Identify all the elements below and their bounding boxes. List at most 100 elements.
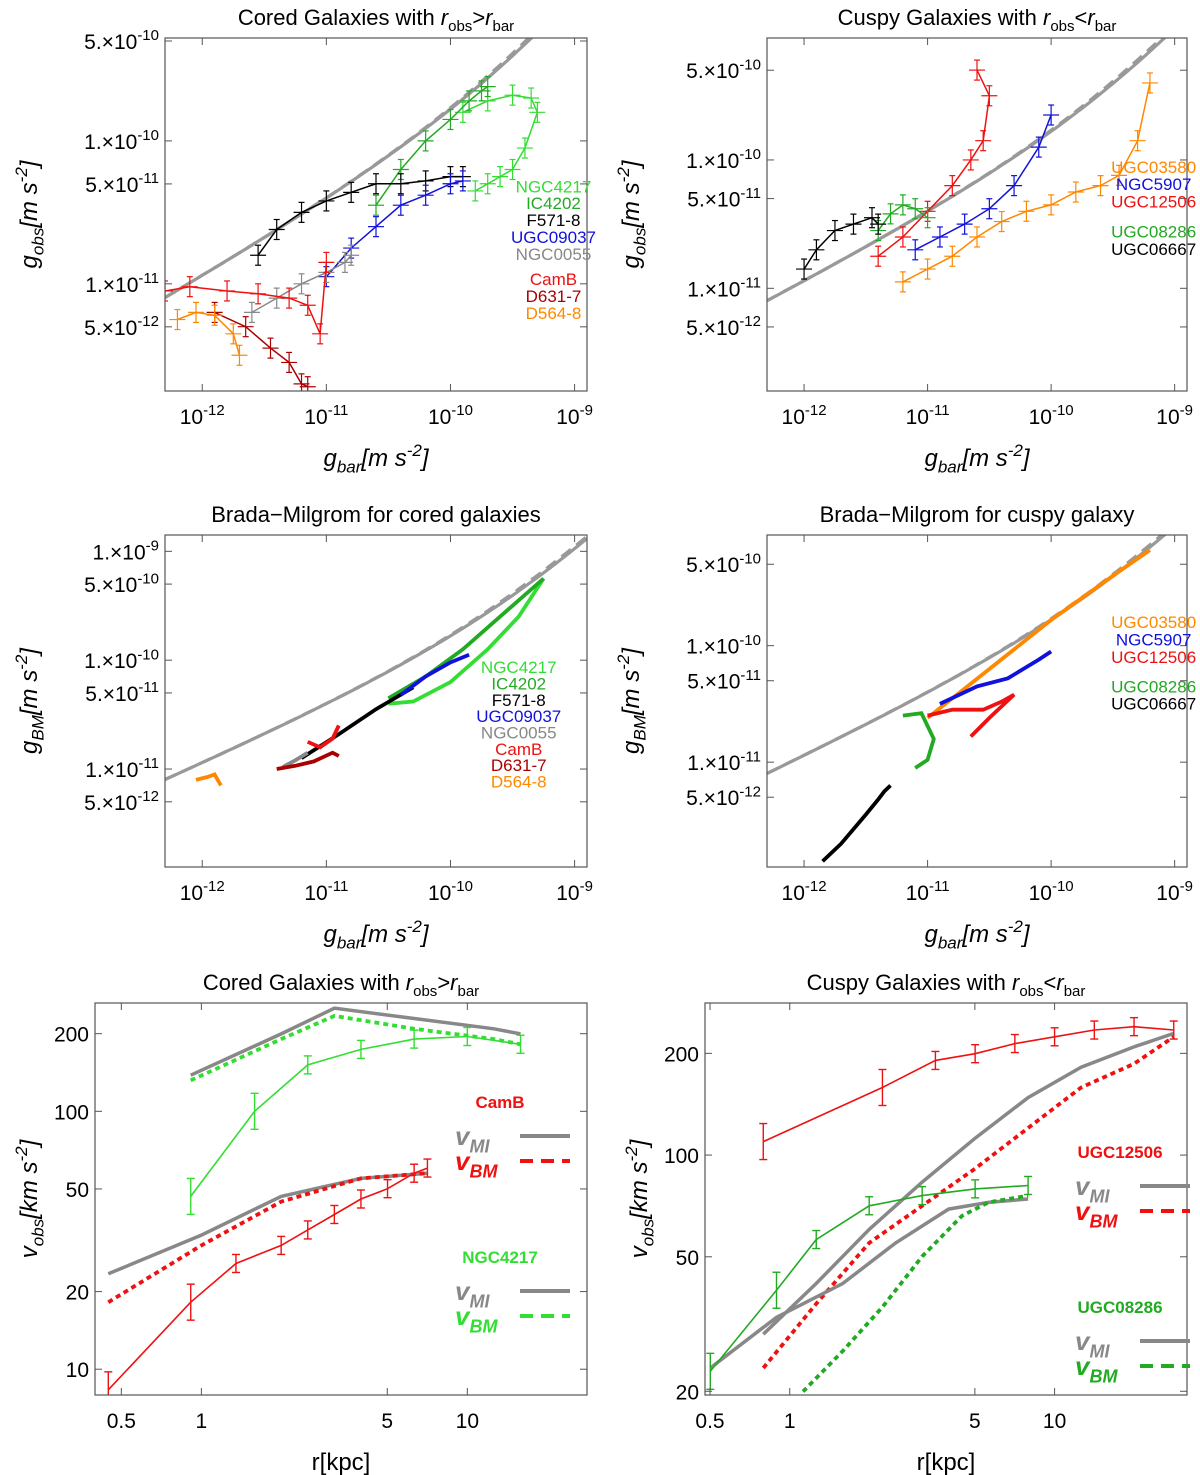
x-tick-label: 10-11 bbox=[906, 402, 950, 429]
series-ugc09037 bbox=[399, 652, 470, 697]
y-tick-label: 5.×10-10 bbox=[84, 570, 159, 597]
panel-b: 10-12 10-11 10-10 10-9 5.×10-10 1.×10-10 5.×10… bbox=[614, 5, 1196, 477]
y-axis-label: vobs[km s-2] bbox=[12, 1138, 48, 1258]
panel-c: 10-12 10-11 10-10 10-9 1.×10-9 5.×10-10 1.×10-… bbox=[12, 502, 593, 953]
theory-curve-dashed bbox=[165, 535, 587, 781]
legend-label-camb: CamB bbox=[495, 740, 542, 759]
chart-title: Brada−Milgrom for cored galaxies bbox=[211, 502, 541, 527]
plot-frame bbox=[164, 37, 588, 392]
v-mi-curve bbox=[762, 1031, 1175, 1336]
x-tick-label: 10-9 bbox=[556, 878, 593, 905]
series-ugc08286 bbox=[902, 711, 936, 770]
plot-frame bbox=[766, 534, 1188, 868]
y-tick-label: 200 bbox=[54, 1024, 89, 1047]
series-line bbox=[399, 652, 470, 697]
y-tick-label: 1.×10-11 bbox=[687, 274, 761, 301]
legend-label-f571-8: F571-8 bbox=[492, 691, 546, 710]
legend-label-ugc06667: UGC06667 bbox=[1111, 240, 1196, 259]
series-ngc5907 bbox=[907, 104, 1060, 261]
x-tick-label: 10 bbox=[456, 1410, 479, 1433]
y-tick-label: 5.×10-11 bbox=[687, 185, 761, 212]
legend-mi-label: vMI bbox=[1075, 1171, 1110, 1206]
legend-label-ugc08286: UGC08286 bbox=[1111, 223, 1196, 242]
series-line bbox=[195, 772, 223, 787]
x-axis-label: gbar[m s-2] bbox=[924, 441, 1030, 477]
plot-frame bbox=[704, 1002, 1188, 1396]
panel-d: 10-12 10-11 10-10 10-9 5.×10-10 1.×10-10 5.×10… bbox=[614, 502, 1196, 953]
y-tick-label: 20 bbox=[676, 1381, 699, 1404]
x-tick-label: 10-11 bbox=[304, 878, 348, 905]
v-bm-curve bbox=[801, 1193, 1029, 1393]
legend-label-f571-8: F571-8 bbox=[527, 211, 581, 230]
series-ugc03580 bbox=[894, 72, 1158, 293]
v-mi-curve bbox=[107, 1171, 428, 1276]
v-mi-curve bbox=[709, 1197, 1029, 1370]
series-line bbox=[902, 82, 1151, 283]
plot-frame bbox=[94, 1002, 588, 1396]
series-ngc5907 bbox=[939, 649, 1053, 706]
legend-title: CamB bbox=[475, 1093, 524, 1112]
x-tick-label: 5 bbox=[381, 1410, 393, 1433]
series-line bbox=[821, 784, 892, 863]
y-tick-label: 5.×10-12 bbox=[686, 783, 761, 810]
series-line bbox=[282, 751, 309, 769]
plot-area bbox=[165, 38, 546, 391]
y-tick-label: 5.×10-12 bbox=[84, 788, 159, 815]
x-tick-label: 5 bbox=[969, 1410, 981, 1433]
series-line bbox=[877, 69, 991, 257]
series-line bbox=[375, 85, 489, 206]
x-tick-label: 10-12 bbox=[782, 878, 827, 905]
legend-label-ugc12506: UGC12506 bbox=[1111, 192, 1196, 211]
series-line bbox=[251, 254, 352, 314]
v-bm-curve bbox=[107, 1171, 428, 1304]
y-tick-label: 1.×10-11 bbox=[687, 748, 761, 775]
y-tick-label: 5.×10-11 bbox=[85, 170, 159, 197]
series-line bbox=[276, 750, 340, 771]
y-tick-label: 5.×10-12 bbox=[84, 313, 159, 340]
y-tick-label: 1.×10-9 bbox=[93, 538, 159, 565]
x-tick-label: 0.5 bbox=[107, 1410, 136, 1433]
panel-a: 10-12 10-11 10-10 10-9 5.×10-10 1.×10-10 5.×10… bbox=[12, 5, 596, 477]
x-axis-label: gbar[m s-2] bbox=[323, 917, 429, 953]
legend-label-d631-7: D631-7 bbox=[491, 756, 547, 775]
x-tick-label: 10-11 bbox=[906, 878, 950, 905]
chart-title: Cored Galaxies with robs​>rbar​ bbox=[203, 970, 479, 1000]
series-ugc12506 bbox=[927, 692, 1016, 738]
plot-area bbox=[165, 535, 587, 787]
x-tick-label: 10-12 bbox=[782, 402, 827, 429]
x-axis-label: gbar[m s-2] bbox=[924, 917, 1030, 953]
chart-title: Cuspy Galaxies with robs​<rbar​ bbox=[838, 5, 1117, 35]
group-ugc08286 bbox=[706, 1175, 1033, 1393]
series-line bbox=[939, 649, 1053, 706]
plot-area bbox=[767, 38, 1167, 303]
series-camb bbox=[165, 251, 335, 345]
series-ugc08286 bbox=[870, 194, 936, 242]
x-tick-label: 10-10 bbox=[428, 878, 473, 905]
legend-label-ugc08286: UGC08286 bbox=[1111, 677, 1196, 696]
legend-bm-label: vBM bbox=[455, 1146, 498, 1181]
series-line bbox=[803, 216, 879, 270]
x-tick-label: 10-10 bbox=[428, 402, 473, 429]
legend-title: NGC4217 bbox=[462, 1248, 538, 1267]
legend-label-ngc4217: NGC4217 bbox=[481, 658, 557, 677]
legend-mi-label: vMI bbox=[455, 1121, 490, 1156]
series-ngc4217 bbox=[388, 577, 546, 706]
series-d564-8 bbox=[195, 772, 223, 787]
y-axis-label: vobs[km s-2] bbox=[622, 1138, 658, 1258]
panel-f: 0.5 1 5 10 20 50 100 200 r[kpc] vobs[km s-2] Cuspy… bbox=[622, 970, 1190, 1475]
x-tick-label: 1 bbox=[784, 1410, 796, 1433]
legend-label-ngc5907: NGC5907 bbox=[1116, 175, 1192, 194]
y-tick-label: 1.×10-11 bbox=[85, 270, 159, 297]
y-axis-label: gBM[m s-2] bbox=[614, 647, 650, 754]
x-tick-label: 10-11 bbox=[304, 402, 348, 429]
legend-title: UGC12506 bbox=[1077, 1143, 1162, 1162]
series-line bbox=[388, 577, 546, 706]
legend-label-d564-8: D564-8 bbox=[526, 304, 582, 323]
v-obs-line bbox=[762, 1025, 1174, 1143]
y-axis-label: gBM[m s-2] bbox=[12, 647, 48, 754]
y-tick-label: 50 bbox=[66, 1179, 89, 1202]
y-tick-label: 5.×10-10 bbox=[686, 56, 761, 83]
y-tick-label: 20 bbox=[66, 1282, 89, 1305]
